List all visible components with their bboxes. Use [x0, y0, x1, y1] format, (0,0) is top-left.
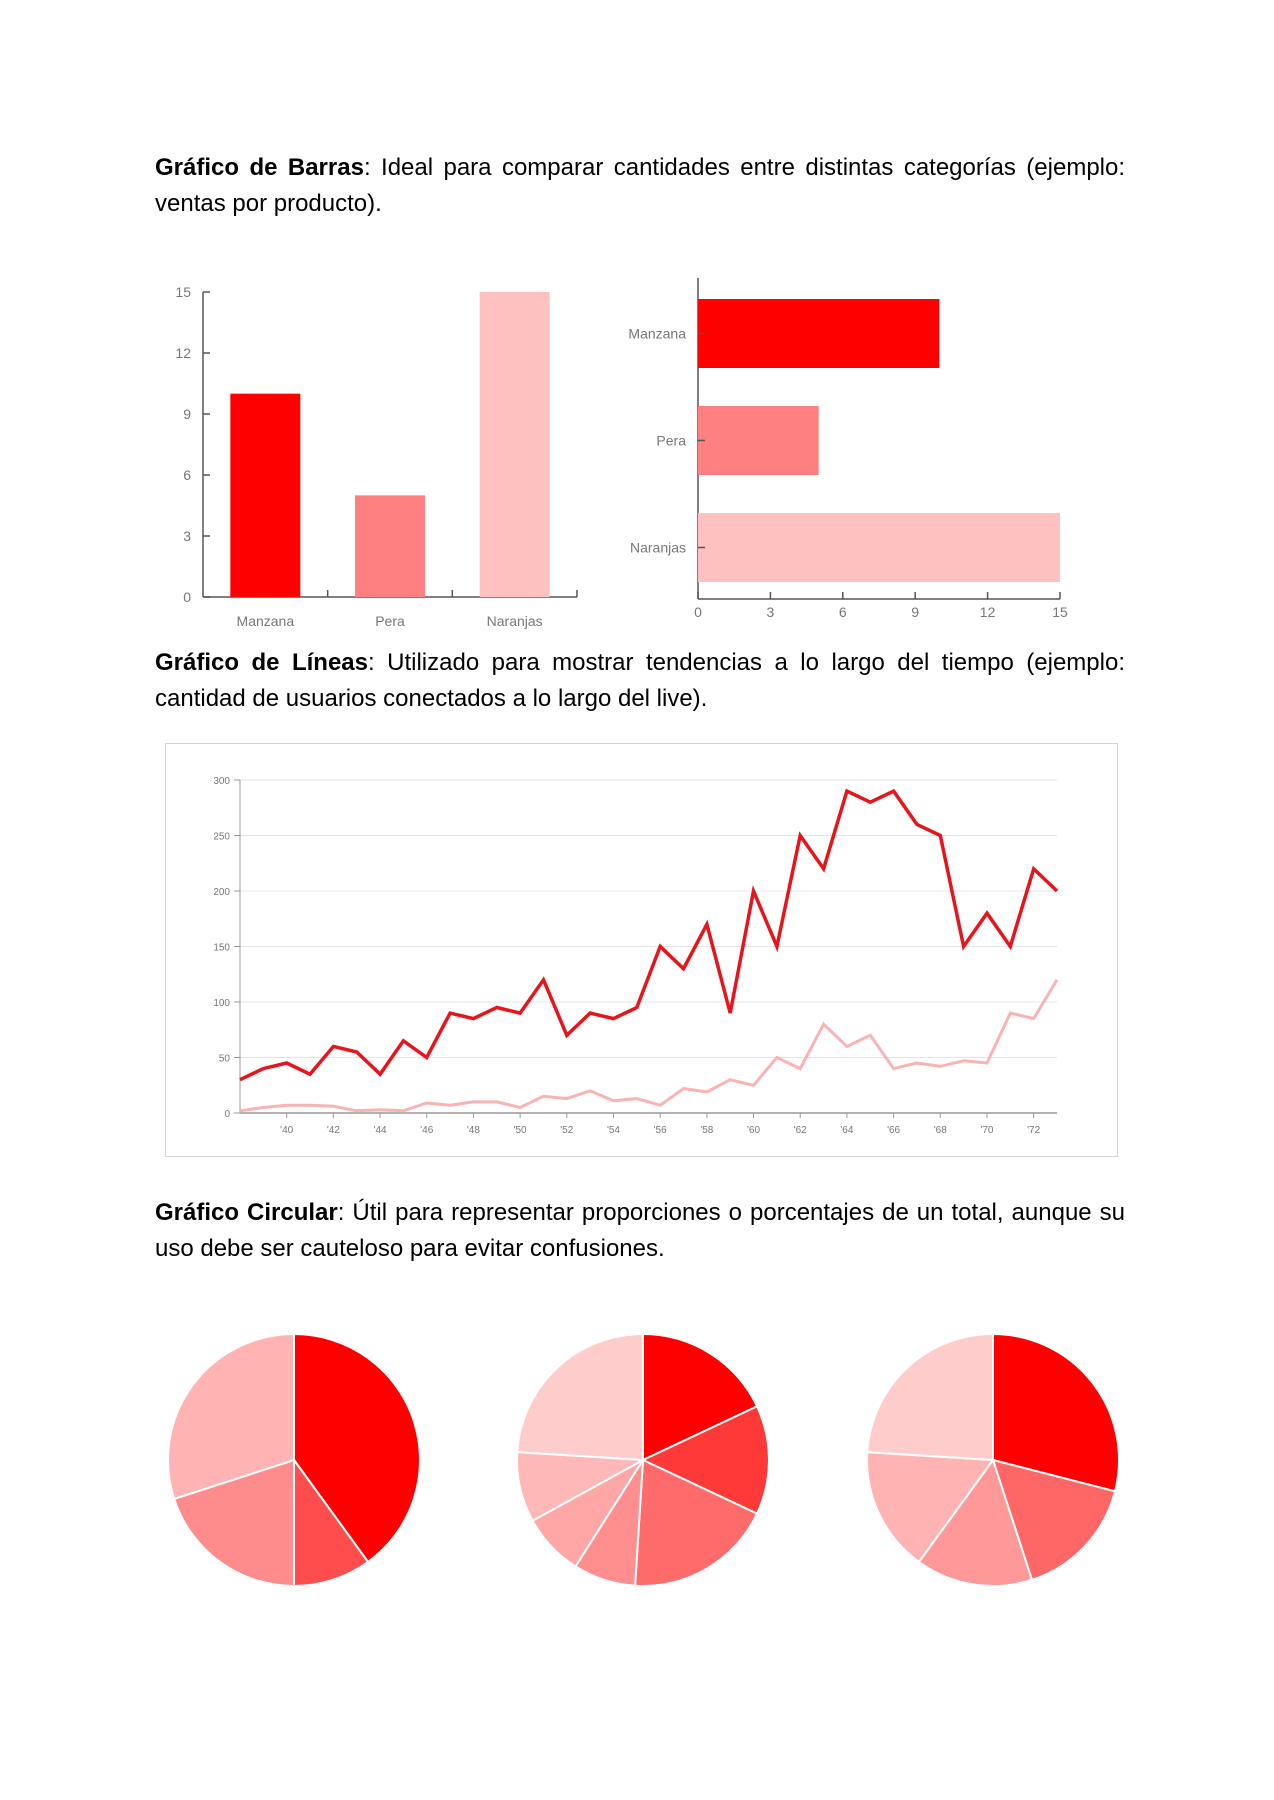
bar2-x-tick-label: 12 [980, 604, 996, 620]
pie3-slice-5 [866, 1332, 994, 1462]
bar1-category-label: Manzana [237, 613, 295, 629]
pie1-slice-1 [293, 1332, 421, 1564]
line-x-tick-label: '60 [747, 1125, 760, 1136]
line-x-tick-label: '66 [887, 1125, 900, 1136]
bar1-category-label: Naranjas [487, 613, 543, 629]
pie-description: Gráfico Circular: Útil para representar … [155, 1195, 1125, 1267]
line-x-tick-label: '68 [934, 1125, 947, 1136]
bar1-y-tick-label: 12 [175, 345, 191, 361]
pie3-slice-3 [917, 1457, 1034, 1587]
pie1-slice-3 [172, 1458, 295, 1588]
bar2-category-label: Manzana [628, 326, 686, 342]
bar1-bar-manzana [230, 393, 301, 597]
pie2-slice-1 [642, 1332, 759, 1462]
line-x-tick-label: '46 [420, 1125, 433, 1136]
bar2-bar-naranjas [698, 513, 1060, 582]
bar2-bar-manzana [698, 299, 940, 368]
bar2-x-tick-label: 9 [911, 604, 919, 620]
pie1-slice-4 [167, 1332, 295, 1501]
bar2-category-label: Naranjas [630, 540, 686, 556]
line-y-tick-label: 300 [213, 776, 230, 787]
pie3-slice-2 [991, 1458, 1117, 1582]
bar2-x-tick-label: 6 [839, 604, 847, 620]
line-x-tick-label: '62 [794, 1125, 807, 1136]
bar-description-text: : Ideal para comparar cantidades entre d… [155, 154, 1126, 217]
line-x-tick-label: '54 [607, 1125, 620, 1136]
pie2-slice-7 [516, 1332, 644, 1462]
line-description-text: : Utilizado para mostrar tendencias a lo… [155, 649, 1125, 712]
line-x-tick-label: '58 [700, 1125, 713, 1136]
bar1-y-tick-label: 9 [183, 406, 191, 422]
line-y-tick-label: 50 [219, 1054, 231, 1065]
bar1-y-tick-label: 6 [183, 467, 191, 483]
line-x-tick-label: '50 [514, 1125, 527, 1136]
bar1-bar-pera [355, 495, 425, 597]
line-y-tick-label: 0 [224, 1109, 230, 1120]
line-term: Gráfico de Líneas [155, 649, 368, 676]
line-y-tick-label: 100 [213, 998, 230, 1009]
pie2-slice-3 [634, 1458, 759, 1587]
line-x-tick-label: '70 [980, 1125, 993, 1136]
bar1-y-tick-label: 0 [183, 589, 191, 605]
bar1-category-label: Pera [375, 613, 405, 629]
bar1-y-tick-label: 15 [175, 284, 191, 300]
bar2-bar-pera [698, 406, 819, 475]
line-x-tick-label: '64 [840, 1125, 853, 1136]
bar-term: Gráfico de Barras [155, 154, 364, 181]
bar1-y-tick-label: 3 [183, 528, 191, 544]
pie-description-text: : Útil para representar proporciones o p… [155, 1199, 1125, 1262]
line-description: Gráfico de Líneas: Utilizado para mostra… [155, 645, 1125, 717]
line-series-1 [239, 788, 1059, 1082]
pie-term: Gráfico Circular [155, 1199, 338, 1226]
line-x-tick-label: '44 [374, 1125, 387, 1136]
bar2-category-label: Pera [656, 433, 686, 449]
line-chart-frame [165, 743, 1118, 1157]
line-x-tick-label: '52 [560, 1125, 573, 1136]
line-x-tick-label: '48 [467, 1125, 480, 1136]
bar1-bar-naranjas [479, 292, 550, 597]
line-y-tick-label: 250 [213, 832, 230, 843]
bar2-x-tick-label: 3 [767, 604, 775, 620]
pie1-slice-2 [293, 1456, 370, 1588]
pie3-slice-1 [992, 1332, 1120, 1493]
pie2-slice-2 [640, 1405, 771, 1515]
pie3-slice-4 [866, 1451, 995, 1564]
line-y-tick-label: 150 [213, 943, 230, 954]
line-series-2 [239, 979, 1059, 1113]
line-x-tick-label: '42 [327, 1125, 340, 1136]
bar-description: Gráfico de Barras: Ideal para comparar c… [155, 150, 1125, 222]
line-x-tick-label: '56 [654, 1125, 667, 1136]
line-x-tick-label: '72 [1027, 1125, 1040, 1136]
line-y-tick-label: 200 [213, 887, 230, 898]
line-x-tick-label: '40 [280, 1125, 293, 1136]
bar2-x-tick-label: 0 [694, 604, 702, 620]
bar2-x-tick-label: 15 [1052, 604, 1068, 620]
